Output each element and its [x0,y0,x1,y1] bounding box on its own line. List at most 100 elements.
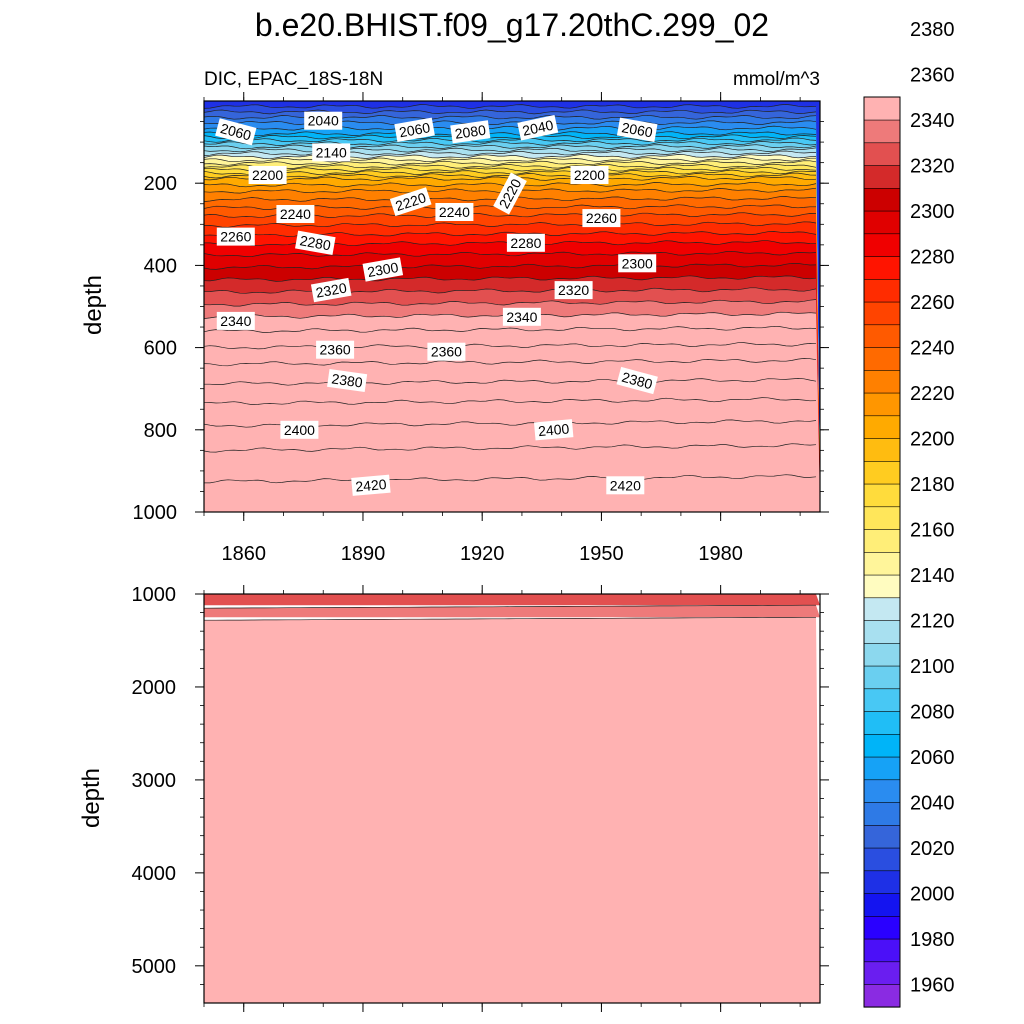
colorbar-swatch [863,665,901,690]
contour-label-box [389,187,432,217]
contour-label-text: 2320 [558,282,589,298]
colorbar-label: 2120 [910,610,955,632]
colorbar: 1960 1980 2000 2020 2040 2060 2080 2100 2120 2140… [863,19,955,1008]
colorbar-swatch [863,119,901,144]
colorbar-swatch [863,688,901,712]
contour-label-box [304,111,343,130]
colorbar-swatch [863,483,901,508]
contour-label-text: 2260 [220,229,251,245]
contour-line [204,299,817,307]
contour-label-box [310,277,352,303]
colorbar-label: 2280 [910,246,955,268]
contour-line [204,144,817,150]
colorbar-swatch [863,983,901,1008]
colorbar-swatch [863,346,901,371]
contour-label: 2140 [312,143,351,162]
contour-label-text: 2300 [366,259,400,280]
units-label: mmol/m^3 [733,69,820,90]
contour-label: 2260 [216,227,255,246]
contour-label-text: 2060 [620,119,654,140]
x-tick-label: 1860 [221,543,266,565]
contour-label-text: 2060 [398,119,432,140]
contour-label-box [582,209,621,228]
contour-line [204,221,817,228]
contour-line [204,443,817,453]
contour-label: 2300 [618,254,657,273]
contour-label-text: 2240 [280,206,311,222]
colorbar-swatch [863,915,901,940]
contour-label-text: 2200 [252,167,283,183]
contour-label: 2280 [295,230,336,255]
colorbar-label: 2060 [910,747,955,769]
contour-label-text: 2380 [620,369,654,393]
contour-label-box [351,474,391,496]
colorbar-label: 2320 [910,155,955,177]
y-tick-label: 1000 [133,502,178,524]
contour-label: 2420 [351,474,391,496]
contour-label-text: 2360 [431,344,462,360]
contour-label: 2360 [427,342,466,361]
contour-label-box [316,340,355,359]
x-tick-label: 1890 [341,543,386,565]
y-tick-label: 3000 [132,770,177,792]
colorbar-frame [863,96,901,1008]
colorbar-swatch [863,392,901,417]
y-tick-label: 800 [144,420,177,442]
colorbar-swatch [863,733,901,758]
contour-label-box [276,205,315,223]
colorbar-swatch [863,278,901,303]
colorbar-label: 2340 [910,110,955,132]
contour-label-text: 2400 [284,422,315,438]
contour-label-text: 2200 [574,167,605,183]
contour-label: 2240 [435,203,474,221]
contour-label-text: 2040 [521,117,555,139]
contour-label-box [295,230,336,255]
upper-y-axis-label: depth [80,275,107,335]
colorbar-label: 2080 [910,701,955,723]
contour-label: 2420 [606,476,645,495]
colorbar-label: 1980 [910,929,955,951]
contour-line [204,160,817,166]
colorbar-label: 2040 [910,792,955,814]
colorbar-label: 2240 [910,337,955,359]
contour-line [204,616,816,621]
lower-y-axis-label: depth [78,768,105,828]
contour-label-box [427,342,466,361]
colorbar-label: 2100 [910,656,955,678]
colorbar-swatch [863,187,901,212]
contour-line [204,141,817,146]
lower-band [204,617,820,1003]
colorbar-swatch [863,801,901,826]
contour-label-box [618,254,657,273]
contour-label-box [394,117,435,142]
colorbar-swatch [863,642,901,667]
contour-line [203,604,816,609]
contour-label-text: 2400 [537,420,570,439]
contour-label-box [533,419,574,441]
contour-label-box [216,227,255,246]
contour-label-box [554,281,593,300]
contour-label: 2320 [554,281,593,300]
contour-label: 2340 [502,307,541,326]
contour-label-text: 2280 [299,232,333,253]
y-tick-label: 400 [144,255,177,277]
colorbar-swatch [863,164,901,189]
contour-label-box [215,118,257,146]
colorbar-swatch [863,255,901,280]
contour-label-text: 2420 [610,477,641,493]
colorbar-label: 2220 [910,383,955,405]
upper-field [204,101,820,512]
contour-label: 2380 [616,366,658,395]
contour-label: 2260 [582,209,621,228]
colorbar-swatch [863,870,901,894]
contour-label-text: 2320 [314,279,348,300]
contour-line [204,250,817,257]
contour-line [204,154,817,160]
colorbar-label: 2200 [910,428,955,450]
contour-label: 2060 [616,117,658,142]
colorbar-label: 2000 [910,883,955,905]
colorbar-swatch [863,96,901,121]
colorbar-swatch [863,528,901,553]
